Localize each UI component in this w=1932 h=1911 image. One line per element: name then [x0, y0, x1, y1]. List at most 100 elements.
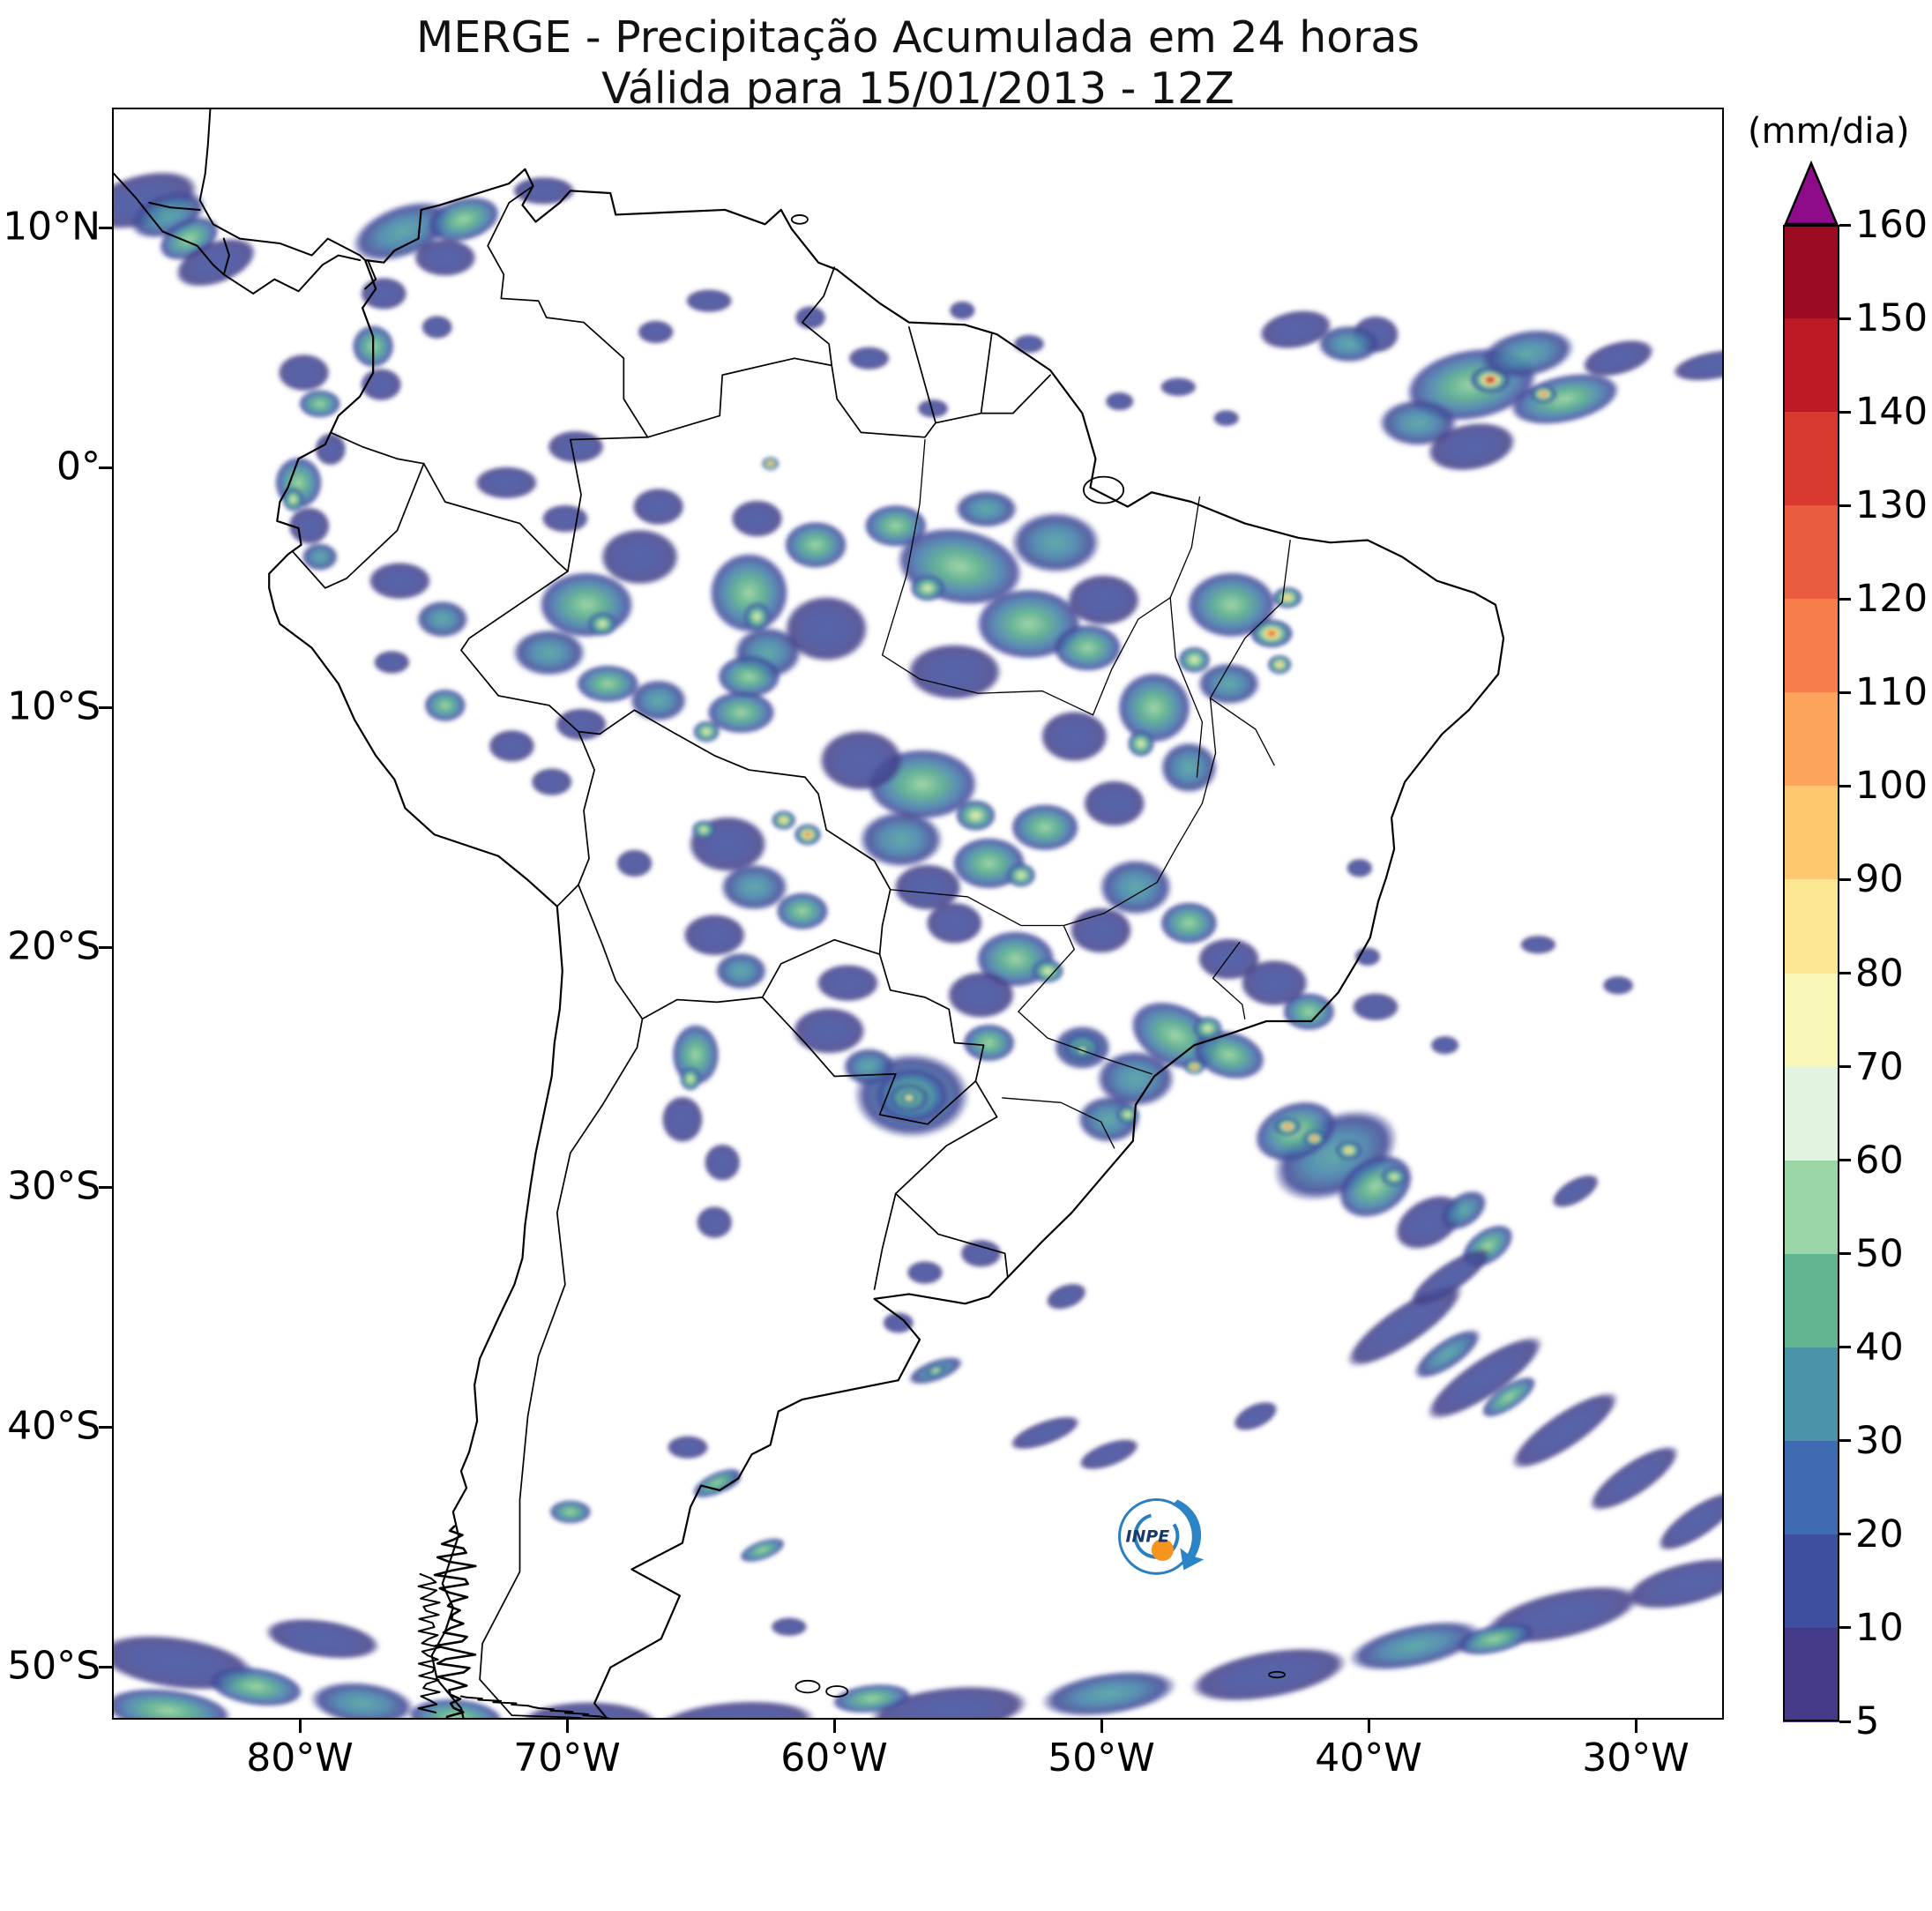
- precip-cell: [955, 799, 996, 832]
- precip-cell: [264, 1617, 381, 1660]
- colorbar-segment: [1783, 973, 1839, 1068]
- precip-cell: [1183, 1058, 1205, 1075]
- colorbar-tick-label: 130: [1855, 483, 1928, 528]
- precip-cell: [863, 504, 929, 548]
- country-border: [487, 184, 649, 438]
- precip-cell: [783, 594, 869, 662]
- colorbar-tick-mark: [1839, 223, 1851, 227]
- colorbar-segment: [1783, 879, 1839, 974]
- central-america-line: [148, 201, 201, 211]
- precip-cell: [511, 176, 576, 205]
- precip-cell: [714, 952, 768, 990]
- precip-cell: [770, 1616, 808, 1637]
- precip-cell: [1160, 901, 1219, 945]
- country-border: [761, 997, 977, 1125]
- lat-tick-mark: [99, 1185, 112, 1189]
- precip-cell: [858, 810, 944, 869]
- precip-cell: [692, 720, 720, 743]
- lat-tick-mark: [99, 705, 112, 709]
- state-border: [881, 654, 1094, 716]
- precip-cell: [1530, 384, 1557, 404]
- colorbar-tick-mark: [1839, 1159, 1851, 1162]
- precip-cell: [684, 288, 734, 313]
- central-america-line: [364, 259, 377, 290]
- chart-title-line2: Válida para 15/01/2013 - 12Z: [601, 63, 1235, 114]
- state-border: [1209, 697, 1275, 766]
- lat-tick-label: 10°N: [3, 204, 101, 250]
- island-outline: [1268, 1670, 1287, 1679]
- colorbar-segment: [1783, 412, 1839, 506]
- colorbar-tick-label: 70: [1855, 1044, 1904, 1089]
- precip-cell: [1031, 959, 1064, 983]
- colorbar-tick-mark: [1839, 504, 1851, 507]
- colorbar-tick-label: 90: [1855, 857, 1904, 902]
- colorbar-segment: [1783, 1534, 1839, 1629]
- country-border: [894, 1192, 1009, 1279]
- precip-cell: [1429, 1035, 1460, 1056]
- inpe-logo-orange-dot: [1151, 1538, 1174, 1561]
- coastline: [268, 168, 1505, 1718]
- precip-cell: [761, 457, 780, 471]
- precip-cell: [407, 1698, 504, 1718]
- precip-cell: [1335, 1140, 1362, 1161]
- precip-cell: [415, 600, 470, 638]
- inpe-logo: INPE: [1118, 1498, 1205, 1575]
- precip-cell: [772, 810, 796, 830]
- precip-cell: [892, 862, 963, 912]
- precip-cell: [1053, 623, 1123, 672]
- magellan-coast: [459, 1695, 611, 1718]
- country-border: [460, 571, 579, 733]
- lat-tick-mark: [99, 226, 112, 229]
- colorbar-segment: [1783, 1440, 1839, 1535]
- lat-tick-mark: [99, 945, 112, 949]
- state-border: [1212, 941, 1246, 1019]
- country-border: [641, 997, 764, 1020]
- precip-cell: [1426, 422, 1517, 472]
- patagonian-fjords: [417, 1572, 441, 1713]
- colorbar-tick-label: 100: [1855, 764, 1928, 809]
- precip-cell: [1346, 858, 1373, 878]
- colorbar-segment: [1783, 1253, 1839, 1348]
- lat-tick-label: 0°: [56, 444, 101, 489]
- country-border: [873, 1192, 897, 1290]
- precip-cell: [706, 690, 776, 735]
- lon-tick-label: 80°W: [246, 1736, 354, 1780]
- south-america-precipitation-map: INPE: [114, 109, 1722, 1718]
- precip-cell: [1192, 1029, 1266, 1080]
- precip-cell: [1346, 1283, 1464, 1368]
- precip-cell: [587, 611, 617, 637]
- colorbar-tick-mark: [1839, 784, 1851, 788]
- precip-cell: [368, 561, 432, 601]
- lat-tick-label: 10°S: [7, 683, 101, 729]
- precip-cell: [1010, 511, 1101, 574]
- precip-cell: [696, 1206, 734, 1239]
- lon-tick-mark: [832, 1720, 836, 1733]
- precip-cell: [1197, 661, 1261, 705]
- precip-cell: [1581, 339, 1655, 377]
- central-america-line: [198, 109, 367, 262]
- colorbar-unit-label: (mm/dia): [1748, 111, 1910, 152]
- precip-cell: [1239, 959, 1309, 1007]
- precip-cell: [794, 305, 827, 330]
- lon-tick-mark: [1100, 1720, 1103, 1733]
- state-border: [881, 438, 926, 656]
- colorbar-segment: [1783, 599, 1839, 694]
- patagonian-fjords: [433, 1525, 477, 1718]
- colorbar-tick-label: 30: [1855, 1418, 1904, 1463]
- precip-cell: [1249, 619, 1294, 648]
- colorbar-tick-label: 5: [1855, 1699, 1880, 1743]
- lon-tick-mark: [298, 1720, 302, 1733]
- map-frame: INPE: [112, 108, 1724, 1720]
- precip-cell: [925, 901, 984, 945]
- precip-cell: [1267, 654, 1292, 675]
- precip-cell: [1186, 571, 1278, 638]
- precip-cell: [359, 276, 408, 310]
- precip-cell: [1178, 646, 1211, 674]
- lon-tick-label: 30°W: [1582, 1736, 1690, 1780]
- lon-tick-mark: [1634, 1720, 1637, 1733]
- precip-cell: [1078, 1438, 1140, 1471]
- state-border: [1018, 1011, 1152, 1075]
- colorbar-tick-mark: [1839, 877, 1851, 881]
- precip-cell: [541, 504, 590, 534]
- colorbar-segment: [1783, 786, 1839, 881]
